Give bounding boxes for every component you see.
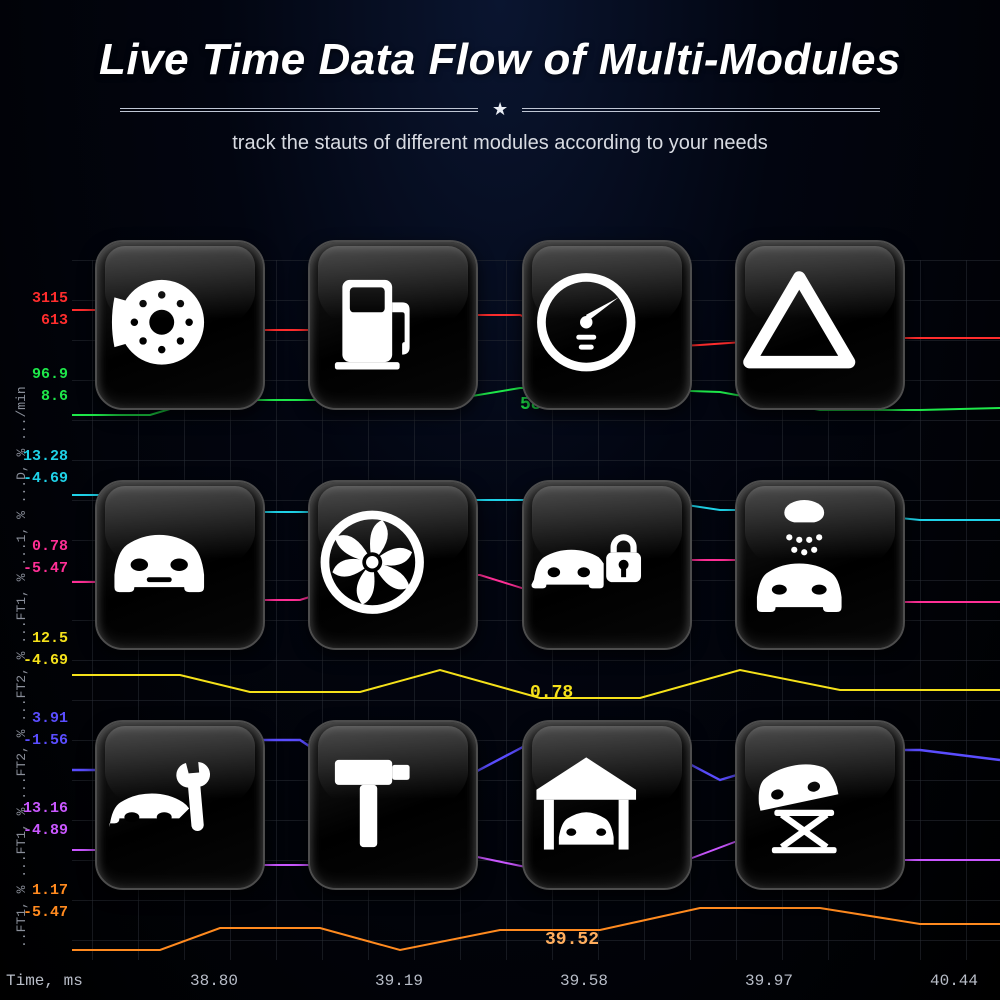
module-garage[interactable] — [522, 720, 692, 890]
hazard-triangle-icon — [737, 260, 903, 390]
module-icon-grid — [0, 240, 1000, 890]
car-lock-icon — [524, 500, 690, 630]
module-gauge[interactable] — [522, 240, 692, 410]
hammer-icon — [310, 740, 476, 870]
module-fan[interactable] — [308, 480, 478, 650]
module-brake[interactable] — [95, 240, 265, 410]
module-vehicle[interactable] — [95, 480, 265, 650]
subtitle: track the stauts of different modules ac… — [0, 132, 1000, 155]
car-wrench-icon — [97, 740, 263, 870]
module-wash[interactable] — [735, 480, 905, 650]
page-title: Live Time Data Flow of Multi-Modules — [0, 35, 1000, 85]
module-security[interactable] — [522, 480, 692, 650]
x-axis-label: Time, ms — [6, 972, 83, 990]
car-wash-icon — [737, 500, 903, 630]
divider: ★ — [120, 99, 880, 120]
module-hazard[interactable] — [735, 240, 905, 410]
brake-disc-icon — [97, 260, 263, 390]
module-tool[interactable] — [308, 720, 478, 890]
module-service[interactable] — [95, 720, 265, 890]
header: Live Time Data Flow of Multi-Modules ★ t… — [0, 0, 1000, 155]
fuel-pump-icon — [310, 260, 476, 390]
garage-icon — [524, 740, 690, 870]
fan-icon — [310, 500, 476, 630]
module-fuel[interactable] — [308, 240, 478, 410]
car-icon — [97, 500, 263, 630]
car-lift-icon — [737, 740, 903, 870]
chart-value: 39.52 — [545, 930, 599, 950]
module-lift[interactable] — [735, 720, 905, 890]
gauge-icon — [524, 260, 690, 390]
